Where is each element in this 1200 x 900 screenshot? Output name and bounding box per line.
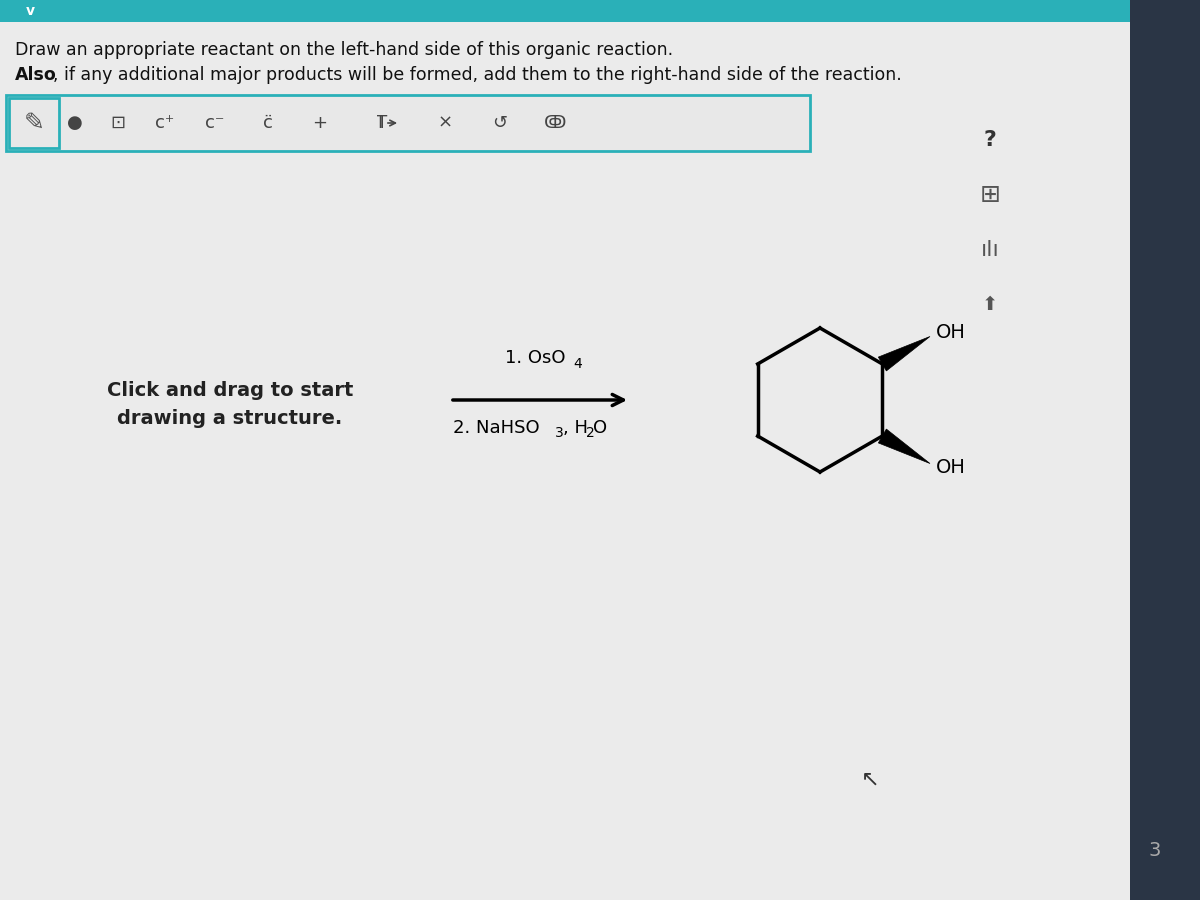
- Text: T: T: [377, 114, 388, 132]
- Text: ⊞: ⊞: [979, 183, 1001, 207]
- Text: ●: ●: [67, 114, 83, 132]
- Text: drawing a structure.: drawing a structure.: [118, 409, 343, 428]
- Text: ↖: ↖: [860, 770, 880, 790]
- Text: +: +: [312, 114, 328, 132]
- Text: ılı: ılı: [980, 240, 1000, 260]
- Text: v: v: [25, 4, 35, 18]
- Polygon shape: [878, 337, 930, 371]
- Text: ⬆: ⬆: [982, 295, 998, 314]
- Text: O: O: [593, 419, 607, 437]
- Text: Draw an appropriate reactant on the left-hand side of this organic reaction.: Draw an appropriate reactant on the left…: [14, 41, 673, 59]
- Text: c⁺: c⁺: [155, 114, 175, 132]
- Bar: [1130, 0, 1200, 900]
- Text: Click and drag to start: Click and drag to start: [107, 381, 353, 400]
- Text: 3: 3: [554, 426, 564, 440]
- Text: ↺: ↺: [492, 114, 508, 132]
- Text: 3: 3: [1148, 841, 1162, 859]
- Text: 1. OsO: 1. OsO: [505, 349, 565, 367]
- Text: I: I: [377, 114, 383, 132]
- Text: Also: Also: [14, 66, 56, 84]
- FancyBboxPatch shape: [10, 98, 59, 148]
- Text: 2. NaHSO: 2. NaHSO: [454, 419, 540, 437]
- Text: ?: ?: [984, 130, 996, 150]
- Polygon shape: [878, 429, 930, 464]
- Text: OH: OH: [936, 458, 966, 477]
- Text: ↂ: ↂ: [544, 114, 566, 132]
- Text: 2: 2: [586, 426, 595, 440]
- FancyBboxPatch shape: [6, 95, 810, 151]
- Text: c̈: c̈: [263, 114, 272, 132]
- Text: , H: , H: [563, 419, 588, 437]
- Text: c⁻: c⁻: [205, 114, 224, 132]
- Text: ⊡: ⊡: [110, 114, 126, 132]
- Bar: [0, 0, 1130, 22]
- Text: , if any additional major products will be formed, add them to the right-hand si: , if any additional major products will …: [53, 66, 901, 84]
- Text: ×: ×: [438, 114, 452, 132]
- Text: 4: 4: [574, 357, 582, 371]
- Text: ✎: ✎: [24, 111, 44, 135]
- Text: OH: OH: [936, 323, 966, 342]
